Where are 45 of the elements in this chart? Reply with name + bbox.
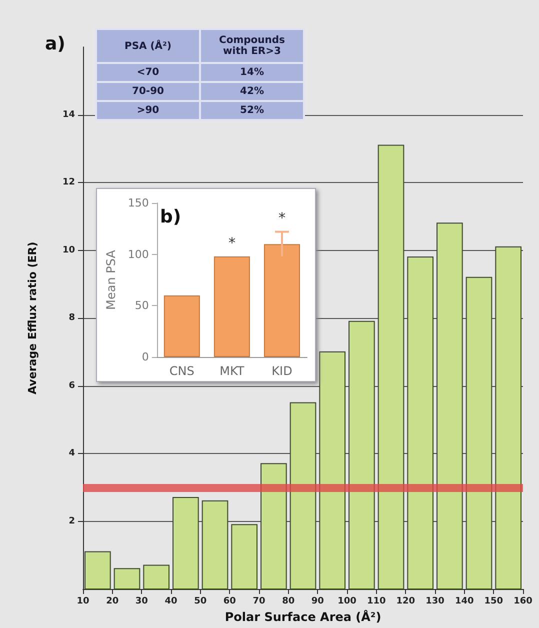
x-tick-label: CNS <box>169 364 194 378</box>
chart-title: b) <box>160 206 182 228</box>
annotation: 70-90 <box>96 82 200 101</box>
y-tick-label: 10 <box>62 245 75 256</box>
x-tick-label: 30 <box>135 596 148 606</box>
y-tick-label: 14 <box>62 110 75 120</box>
annotation: * <box>228 235 236 252</box>
x-tick-label: 150 <box>484 596 504 606</box>
annotation: 14% <box>200 63 304 82</box>
x-tick-label: 50 <box>194 596 207 606</box>
x-tick-label: 90 <box>311 596 324 606</box>
annotation: 42% <box>200 82 304 101</box>
x-tick-label: 60 <box>223 596 236 606</box>
x-tick-label: KID <box>272 364 292 378</box>
x-tick-label: 130 <box>426 596 444 606</box>
x-tick-label: 20 <box>106 596 119 606</box>
annotation: 52% <box>200 101 304 120</box>
y-axis-title: Mean PSA <box>104 249 118 310</box>
y-tick-label: 50 <box>134 299 149 312</box>
y-tick-label: 0 <box>142 350 149 364</box>
annotation: * <box>278 210 286 227</box>
x-tick-label: 10 <box>76 596 90 606</box>
x-tick-label: 100 <box>338 596 356 606</box>
x-tick-label: 40 <box>164 596 178 606</box>
annotation: >90 <box>96 101 200 120</box>
y-tick-label: 12 <box>62 178 75 188</box>
y-tick-label: 6 <box>68 380 75 391</box>
x-tick-label: 110 <box>366 596 386 606</box>
chart-title: a) <box>45 34 66 54</box>
y-tick-label: 8 <box>68 313 75 323</box>
x-tick-label: 120 <box>396 596 416 606</box>
y-tick-label: 100 <box>128 248 149 261</box>
annotation: <70 <box>96 63 200 82</box>
x-tick-label: 160 <box>514 596 532 606</box>
y-tick-label: 2 <box>68 516 75 526</box>
x-tick-label: 80 <box>282 596 295 606</box>
x-tick-label: 70 <box>252 596 266 606</box>
y-tick-label: 4 <box>68 448 75 458</box>
x-axis-title: Polar Surface Area (Å²) <box>224 609 382 624</box>
x-tick-label: MKT <box>220 364 245 378</box>
annotation: Compounds with ER>3 <box>200 29 304 63</box>
x-tick-label: 140 <box>454 596 474 606</box>
y-tick-label: 150 <box>128 196 149 210</box>
y-axis-title: Average Efflux ratio (ER) <box>26 242 39 394</box>
annotation: PSA (Å²) <box>96 29 200 63</box>
